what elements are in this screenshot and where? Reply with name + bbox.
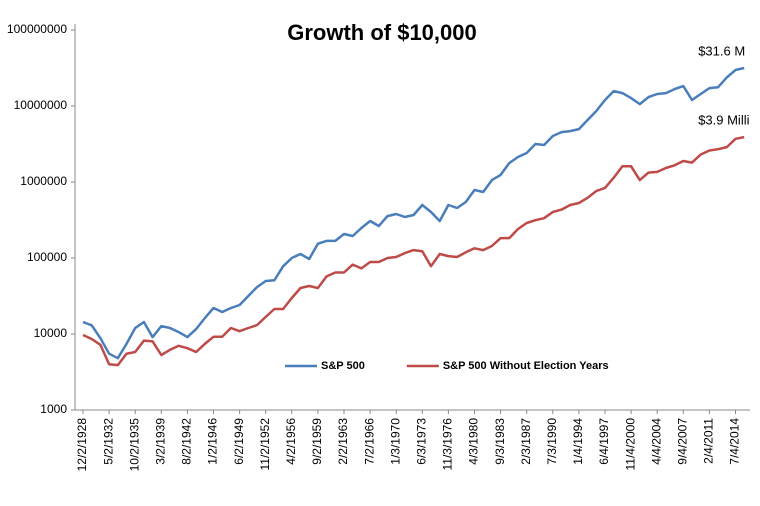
x-tick-label: 11/4/2000 xyxy=(623,418,637,471)
x-tick-label: 7/3/1990 xyxy=(545,418,559,465)
x-tick-label: 9/3/1983 xyxy=(493,418,507,465)
x-tick-label: 5/2/1932 xyxy=(101,418,115,465)
y-tick-label: 10000000 xyxy=(14,98,68,112)
x-tick-label: 8/2/1942 xyxy=(180,418,194,465)
chart-title: Growth of $10,000 xyxy=(287,20,477,45)
x-tick-label: 6/3/1973 xyxy=(414,418,428,465)
x-tick-label: 11/3/1976 xyxy=(441,418,455,471)
x-tick-label: 1/4/1994 xyxy=(571,418,585,465)
x-tick-label: 6/2/1949 xyxy=(232,418,246,465)
x-tick-label: 4/3/1980 xyxy=(467,418,481,465)
legend-label: S&P 500 Without Election Years xyxy=(443,360,609,372)
y-tick-label: 1000000 xyxy=(20,174,67,188)
x-tick-label: 2/4/2011 xyxy=(702,418,716,464)
x-tick-label: 1/2/1946 xyxy=(206,418,220,465)
y-tick-label: 100000 xyxy=(27,250,67,264)
x-tick-label: 6/4/1997 xyxy=(597,418,611,465)
x-tick-label: 7/4/2014 xyxy=(728,418,742,465)
x-tick-label: 2/3/1987 xyxy=(519,418,533,465)
annotation: $3.9 Milli xyxy=(698,113,749,128)
series-line xyxy=(82,66,745,360)
annotation: $31.6 M xyxy=(698,43,745,58)
y-tick-label: 10000 xyxy=(34,326,68,340)
legend-label: S&P 500 xyxy=(321,360,365,372)
series-line xyxy=(82,135,745,367)
x-tick-label: 1/3/1970 xyxy=(388,418,402,465)
x-tick-label: 9/4/2007 xyxy=(675,418,689,465)
x-tick-label: 7/2/1966 xyxy=(362,418,376,465)
y-tick-label: 100000000 xyxy=(7,22,67,36)
x-tick-label: 4/2/1956 xyxy=(284,418,298,465)
x-tick-label: 2/2/1963 xyxy=(336,418,350,465)
x-tick-label: 11/2/1952 xyxy=(258,418,272,471)
x-tick-label: 4/4/2004 xyxy=(649,418,663,465)
y-tick-label: 1000 xyxy=(40,402,67,416)
x-tick-label: 3/2/1939 xyxy=(153,418,167,465)
x-tick-label: 9/2/1959 xyxy=(310,418,324,465)
x-tick-label: 12/2/1928 xyxy=(75,418,89,472)
x-tick-label: 10/2/1935 xyxy=(127,418,141,472)
